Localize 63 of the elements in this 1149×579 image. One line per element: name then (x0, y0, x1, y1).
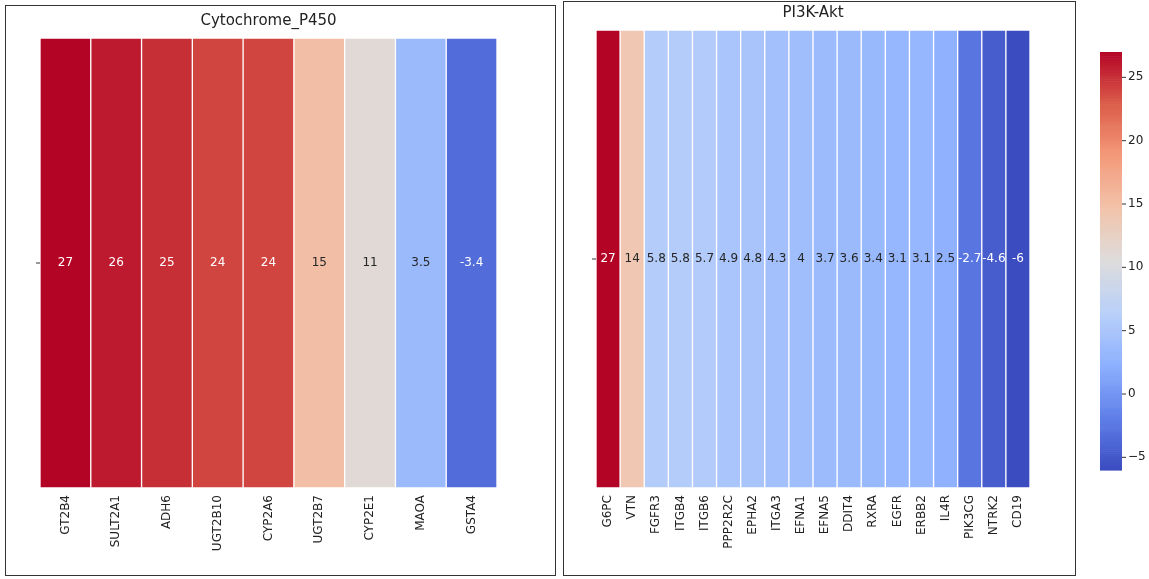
x-tick-label: GSTA4 (463, 495, 478, 535)
color-bar-label: 25 (1128, 69, 1144, 84)
x-tick-label: UGT2B7 (311, 495, 326, 544)
data-label: 2.5 (936, 251, 956, 266)
data-label: 3.1 (887, 251, 907, 266)
data-label: 5.8 (646, 251, 666, 266)
data-label: -6 (1011, 251, 1024, 266)
data-label: 4 (797, 251, 805, 266)
data-label: 24 (260, 255, 277, 270)
data-label: 25 (159, 255, 175, 270)
x-tick-label: VTN (624, 495, 639, 520)
x-tick-label: G6PC (600, 495, 615, 528)
x-tick-label: ITGA3 (768, 495, 783, 532)
data-label: 15 (311, 255, 327, 270)
data-label: 4.9 (719, 251, 739, 266)
x-tick-label: PIK3CG (961, 495, 976, 539)
color-bar-label: −5 (1128, 449, 1146, 464)
chart-title: PI3K-Akt (782, 2, 844, 21)
x-tick-label: EFNA5 (817, 495, 832, 535)
x-tick-label: RXRA (865, 494, 880, 528)
x-tick-label: ADH6 (159, 495, 174, 530)
x-tick-label: EFNA1 (793, 495, 808, 535)
x-tick-label: IL4R (937, 495, 952, 522)
x-tick-label: FGFR3 (648, 495, 663, 535)
x-tick-label: UGT2B10 (209, 495, 224, 552)
data-label: 3.7 (815, 251, 835, 266)
x-tick-label: DDIT4 (841, 495, 856, 532)
data-label: -2.7 (958, 251, 982, 266)
data-label: 5.8 (670, 251, 690, 266)
color-bar-label: 20 (1128, 132, 1144, 147)
data-label: 3.4 (863, 251, 883, 266)
color-bar-label: 10 (1128, 259, 1144, 274)
x-tick-label: ITGB4 (672, 495, 687, 532)
data-label: 14 (624, 251, 640, 266)
color-bar-label: 5 (1128, 322, 1136, 337)
color-bar-label: 0 (1128, 386, 1136, 401)
x-tick-label: CYP2E1 (362, 495, 377, 541)
data-label: -3.4 (459, 255, 484, 270)
x-tick-label: NTRK2 (985, 495, 1000, 536)
x-tick-label: ERBB2 (913, 495, 928, 536)
x-tick-label: CYP2A6 (260, 495, 275, 542)
x-tick-label: SULT2A1 (108, 495, 123, 548)
data-label: 5.7 (694, 251, 715, 266)
data-label: 4.3 (767, 251, 787, 266)
x-tick-label: GT2B4 (57, 495, 72, 535)
chart-title: Cytochrome_P450 (200, 10, 337, 30)
data-label: 3.6 (839, 251, 859, 266)
data-label: 3.5 (411, 255, 431, 270)
x-tick-label: MAOA (412, 494, 427, 531)
data-label: 4.8 (743, 251, 763, 266)
x-tick-label: EPHA2 (744, 495, 759, 535)
data-label: -4.6 (982, 251, 1006, 266)
x-tick-label: ITGB6 (696, 495, 711, 532)
data-label: 3.1 (911, 251, 932, 266)
x-tick-label: PPP2R2C (720, 495, 735, 549)
data-label: 11 (362, 255, 378, 270)
x-tick-label: EGFR (889, 495, 904, 528)
data-label: 24 (210, 255, 226, 270)
x-tick-label: CD19 (1010, 495, 1025, 528)
data-label: 26 (108, 255, 124, 270)
color-bar-label: 15 (1128, 196, 1144, 211)
data-label: 27 (57, 255, 74, 270)
data-label: 27 (600, 251, 616, 266)
